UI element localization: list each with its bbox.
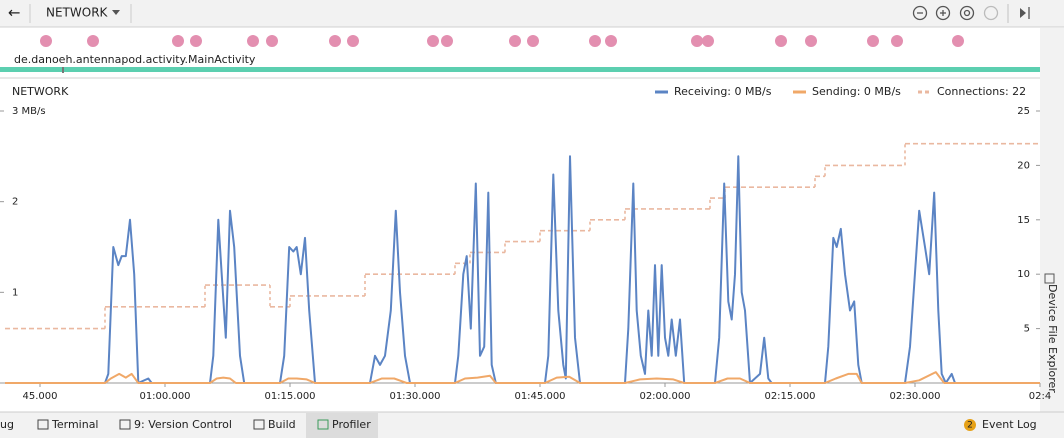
event-dot bbox=[509, 35, 521, 47]
side-tab[interactable]: Device File Explorer bbox=[1046, 284, 1059, 393]
y-tick-label: 2 bbox=[12, 197, 18, 208]
event-dot bbox=[347, 35, 359, 47]
event-dot bbox=[891, 35, 903, 47]
back-button[interactable]: ← bbox=[8, 4, 21, 22]
x-tick-label: 02:4 bbox=[1029, 391, 1051, 402]
x-tick-label: 01:30.000 bbox=[389, 391, 440, 402]
x-tick-label: 01:15.000 bbox=[264, 391, 315, 402]
event-dot bbox=[527, 35, 539, 47]
legend-label: Sending: 0 MB/s bbox=[812, 85, 901, 98]
x-tick-label: 02:15.000 bbox=[764, 391, 815, 402]
event-dot bbox=[589, 35, 601, 47]
event-dot bbox=[427, 35, 439, 47]
x-tick-label: 01:45.000 bbox=[514, 391, 565, 402]
monitor-selector[interactable]: NETWORK bbox=[46, 6, 109, 20]
process-lifetime-bar bbox=[0, 67, 1040, 72]
event-dot bbox=[172, 35, 184, 47]
series-line bbox=[5, 155, 1040, 384]
side-panel bbox=[1040, 28, 1064, 412]
event-dot bbox=[87, 35, 99, 47]
y2-tick-label: 5 bbox=[1024, 324, 1030, 335]
event-timeline bbox=[40, 35, 964, 47]
event-dot bbox=[40, 35, 52, 47]
bottom-bar bbox=[0, 412, 1064, 438]
tab-icon bbox=[37, 419, 49, 430]
event-dot bbox=[329, 35, 341, 47]
dropdown-arrow[interactable] bbox=[112, 10, 120, 15]
series-line bbox=[5, 371, 1040, 384]
x-tick-label: 02:30.000 bbox=[889, 391, 940, 402]
event-dot bbox=[805, 35, 817, 47]
tool-tab[interactable]: 9: Version Control bbox=[134, 418, 232, 431]
x-tick-label: 01:00.000 bbox=[139, 391, 190, 402]
badge bbox=[964, 419, 976, 431]
tool-tab[interactable]: Build bbox=[268, 418, 296, 431]
y-tick-label: 3 MB/s bbox=[12, 106, 46, 117]
event-dot bbox=[247, 35, 259, 47]
badge-count: 2 bbox=[967, 421, 973, 431]
event-dot bbox=[190, 35, 202, 47]
zoom-controls[interactable] bbox=[912, 4, 1030, 23]
tab-icon bbox=[253, 419, 265, 430]
event-dot bbox=[691, 35, 703, 47]
y2-tick-label: 25 bbox=[1017, 106, 1030, 117]
event-dot bbox=[952, 35, 964, 47]
x-tick-label: 02:00.000 bbox=[639, 391, 690, 402]
event-dot bbox=[775, 35, 787, 47]
event-dot bbox=[867, 35, 879, 47]
y2-tick-label: 20 bbox=[1017, 160, 1030, 171]
chart-title: NETWORK bbox=[12, 85, 69, 98]
tool-tab[interactable]: ug bbox=[0, 418, 14, 431]
process-name: de.danoeh.antennapod.activity.MainActivi… bbox=[14, 53, 256, 66]
event-dot bbox=[605, 35, 617, 47]
y2-tick-label: 15 bbox=[1017, 215, 1030, 226]
tool-tab[interactable]: Profiler bbox=[332, 418, 371, 431]
x-tick-label: 45.000 bbox=[23, 391, 58, 402]
tab-icon bbox=[317, 419, 329, 430]
event-dot bbox=[266, 35, 278, 47]
toolbar bbox=[0, 0, 1064, 27]
event-log-tab[interactable]: Event Log bbox=[982, 418, 1037, 431]
y-tick-label: 1 bbox=[12, 287, 18, 298]
event-dot bbox=[441, 35, 453, 47]
legend-label: Connections: 22 bbox=[937, 85, 1026, 98]
tab-icon bbox=[119, 419, 131, 430]
event-dot bbox=[702, 35, 714, 47]
tool-tab[interactable]: Terminal bbox=[51, 418, 99, 431]
y2-tick-label: 10 bbox=[1017, 269, 1030, 280]
legend-label: Receiving: 0 MB/s bbox=[674, 85, 772, 98]
